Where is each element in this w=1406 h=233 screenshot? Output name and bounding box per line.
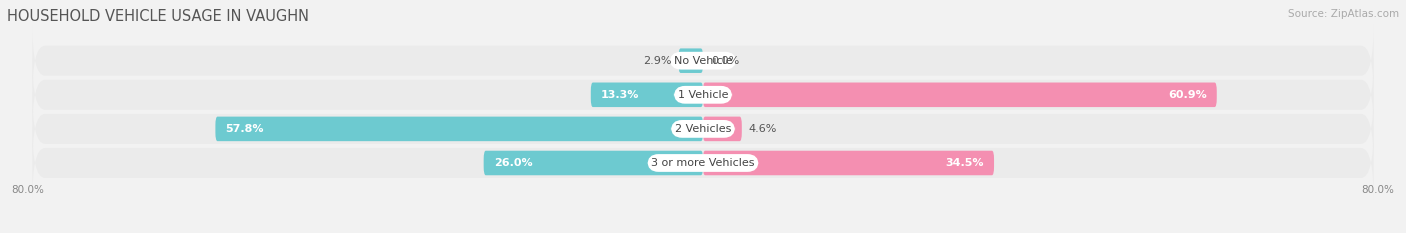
Text: 4.6%: 4.6%: [748, 124, 778, 134]
FancyBboxPatch shape: [32, 59, 1374, 131]
Text: 0.0%: 0.0%: [711, 56, 740, 66]
Text: 57.8%: 57.8%: [225, 124, 264, 134]
Text: 1 Vehicle: 1 Vehicle: [678, 90, 728, 100]
Text: HOUSEHOLD VEHICLE USAGE IN VAUGHN: HOUSEHOLD VEHICLE USAGE IN VAUGHN: [7, 9, 309, 24]
Text: No Vehicle: No Vehicle: [673, 56, 733, 66]
Text: 2.9%: 2.9%: [644, 56, 672, 66]
FancyBboxPatch shape: [484, 151, 703, 175]
FancyBboxPatch shape: [32, 24, 1374, 97]
FancyBboxPatch shape: [591, 82, 703, 107]
FancyBboxPatch shape: [32, 127, 1374, 199]
Text: 2 Vehicles: 2 Vehicles: [675, 124, 731, 134]
Text: 26.0%: 26.0%: [494, 158, 533, 168]
FancyBboxPatch shape: [32, 93, 1374, 165]
FancyBboxPatch shape: [215, 116, 703, 141]
FancyBboxPatch shape: [703, 116, 742, 141]
FancyBboxPatch shape: [703, 82, 1216, 107]
Text: 3 or more Vehicles: 3 or more Vehicles: [651, 158, 755, 168]
Text: 60.9%: 60.9%: [1168, 90, 1206, 100]
Text: 13.3%: 13.3%: [600, 90, 640, 100]
Text: 34.5%: 34.5%: [945, 158, 984, 168]
FancyBboxPatch shape: [679, 48, 703, 73]
FancyBboxPatch shape: [703, 151, 994, 175]
Text: Source: ZipAtlas.com: Source: ZipAtlas.com: [1288, 9, 1399, 19]
